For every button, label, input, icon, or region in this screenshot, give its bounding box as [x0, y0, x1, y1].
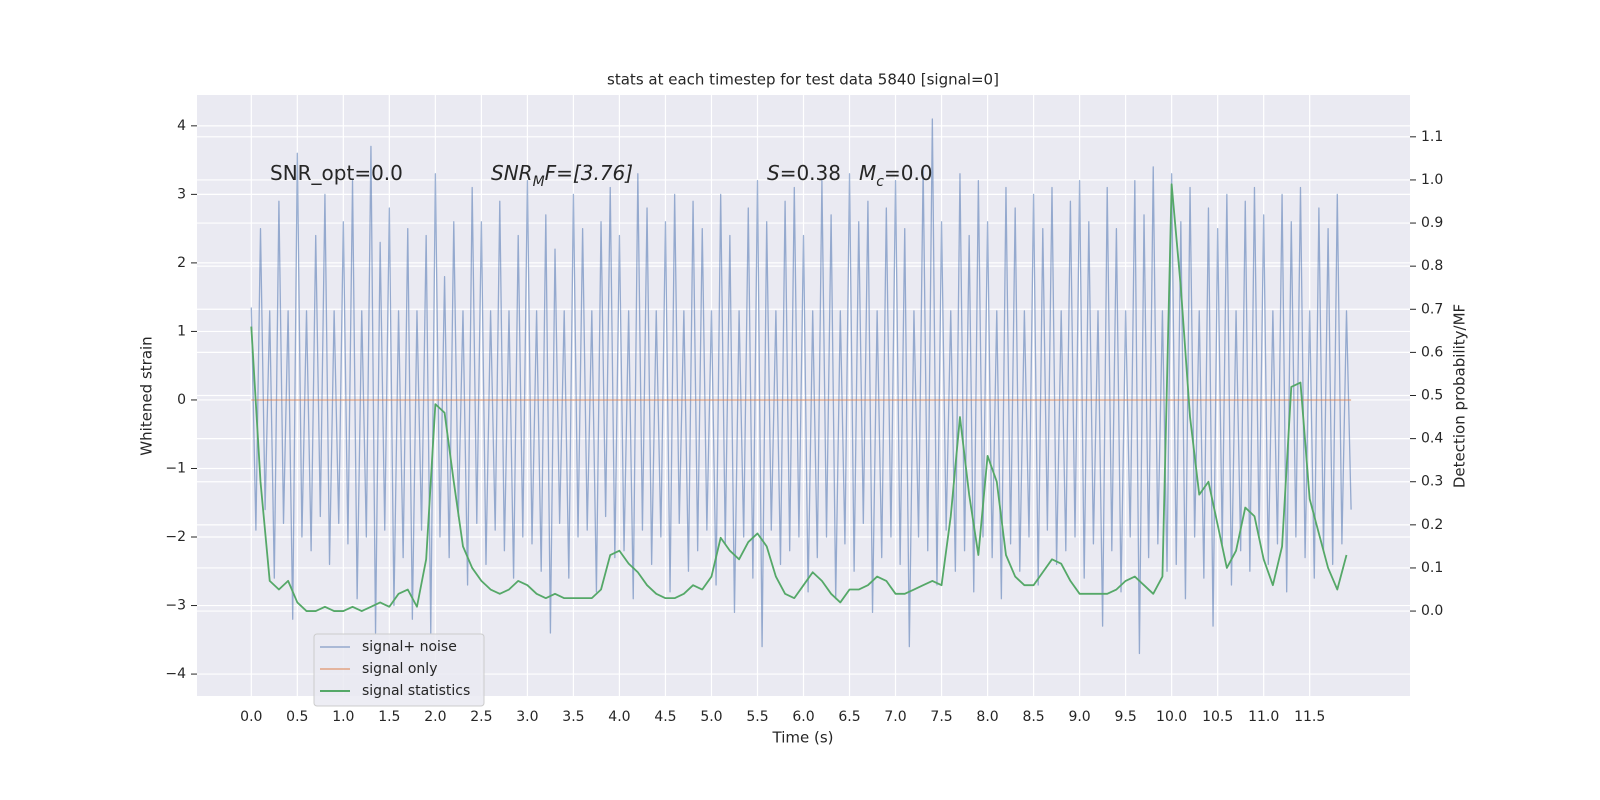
x-tick-label: 1.0 [332, 709, 354, 725]
x-tick-label: 3.5 [562, 709, 584, 725]
x-tick-label: 8.5 [1022, 709, 1044, 725]
x-tick-label: 6.0 [792, 709, 814, 725]
y2-tick-label: 0.5 [1421, 388, 1443, 404]
annotation-text: S [767, 161, 780, 185]
x-tick-label: 1.5 [378, 709, 400, 725]
annotation-text: SNR [491, 161, 533, 185]
annotation: S=0.38 [767, 161, 841, 185]
x-tick-label: 0.5 [286, 709, 308, 725]
y-tick-label: −1 [165, 460, 186, 476]
y-tick-label: −4 [165, 666, 186, 682]
x-tick-label: 10.0 [1156, 709, 1187, 725]
x-tick-label: 3.0 [516, 709, 538, 725]
y-axis-label: Whitened strain [138, 336, 156, 455]
y-tick-label: 3 [177, 186, 186, 202]
y2-tick-label: 0.8 [1421, 258, 1443, 274]
x-tick-label: 11.5 [1294, 709, 1325, 725]
legend-label: signal only [362, 661, 437, 677]
annotation-text: =0.38 [780, 161, 841, 185]
annotation-text: F=[3.76] [545, 161, 633, 185]
y-tick-label: 2 [177, 255, 186, 271]
x-axis-label: Time (s) [772, 729, 834, 747]
y2-tick-label: 0.2 [1421, 517, 1443, 533]
annotation: SNR_opt=0.0 [270, 161, 403, 185]
y-tick-label: −2 [165, 529, 186, 545]
annotation-text: SNR_opt=0.0 [270, 161, 403, 185]
legend-label: signal+ noise [362, 639, 457, 655]
y2-tick-label: 1.1 [1421, 129, 1443, 145]
series-line [250, 118, 1352, 655]
x-tick-label: 0.0 [240, 709, 262, 725]
y-tick-label: 0 [177, 392, 186, 408]
y2-tick-label: 0.1 [1421, 560, 1443, 576]
marks [250, 118, 1352, 655]
chart-title: stats at each timestep for test data 584… [607, 71, 999, 89]
y2-axis-label: Detection probability/MF [1451, 304, 1469, 488]
y-tick-label: 1 [177, 323, 186, 339]
annotation-subscript: c [876, 174, 884, 190]
x-tick-label: 6.5 [838, 709, 860, 725]
y-tick-label: −3 [165, 598, 186, 614]
x-tick-label: 2.0 [424, 709, 446, 725]
legend-box [313, 633, 485, 707]
legend-label: signal statistics [362, 683, 470, 699]
x-tick-label: 4.5 [654, 709, 676, 725]
axes: 0.0 0.5 1.0 1.5 2.0 2.5 3.0 3.5 4.0 4.5 5.0 5.5 6.0 6… [165, 118, 1443, 725]
x-tick-label: 7.5 [930, 709, 952, 725]
y2-tick-label: 0.7 [1421, 301, 1443, 317]
y2-tick-label: 1.0 [1421, 172, 1443, 188]
x-tick-label: 4.0 [608, 709, 630, 725]
x-tick-label: 5.0 [700, 709, 722, 725]
y2-tick-label: 0.4 [1421, 431, 1443, 447]
x-tick-label: 8.0 [976, 709, 998, 725]
x-tick-label: 9.0 [1068, 709, 1090, 725]
x-tick-label: 11.0 [1248, 709, 1279, 725]
x-tick-label: 10.5 [1202, 709, 1233, 725]
x-tick-label: 7.0 [884, 709, 906, 725]
legend: signal+ noise signal only signal statistic… [313, 633, 485, 707]
x-tick-label: 5.5 [746, 709, 768, 725]
y2-tick-label: 0.0 [1421, 603, 1443, 619]
annotation-subscript: M [533, 174, 545, 190]
y-tick-label: 4 [177, 118, 186, 134]
annotation: SNRMF=[3.76] [491, 161, 633, 191]
annotation: Mc=0.0 [859, 161, 933, 191]
annotation-text: M [859, 161, 876, 185]
y2-tick-label: 0.3 [1421, 474, 1443, 490]
y2-tick-label: 0.6 [1421, 344, 1443, 360]
y2-tick-label: 0.9 [1421, 215, 1443, 231]
annotation-text: =0.0 [884, 161, 933, 185]
x-tick-label: 9.5 [1114, 709, 1136, 725]
x-tick-label: 2.5 [470, 709, 492, 725]
series-line [250, 183, 1348, 612]
